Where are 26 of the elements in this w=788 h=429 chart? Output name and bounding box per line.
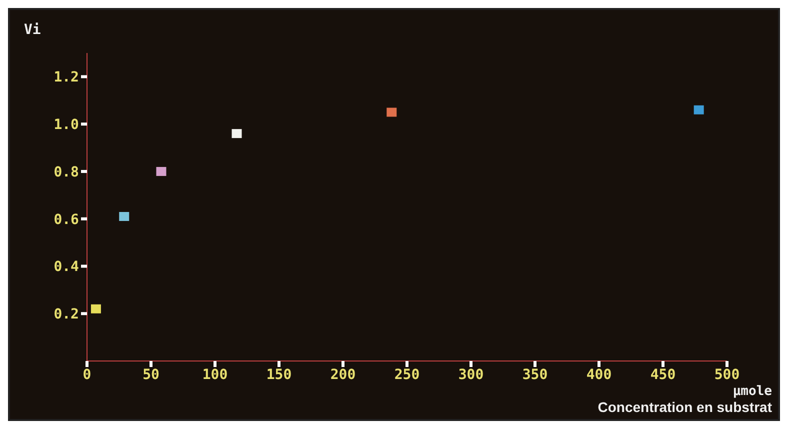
x-tick-label: 150 [266, 366, 292, 383]
point [386, 108, 397, 117]
y-tick-label: 0.8 [54, 164, 79, 180]
y-tick-label: 0.4 [54, 259, 79, 276]
x-axis-title: Concentration en substrat [598, 399, 772, 415]
point [232, 129, 242, 138]
y-tick-label: 0.6 [54, 212, 79, 228]
point [694, 105, 704, 114]
y-axis-title: Vi [24, 22, 41, 38]
x-tick-label: 400 [586, 366, 612, 383]
point [90, 304, 101, 314]
x-tick-label: 200 [330, 366, 356, 383]
x-tick-label: 450 [650, 366, 676, 383]
point [156, 166, 166, 176]
x-tick-label: 350 [522, 366, 548, 383]
x-tick-label: 300 [458, 366, 484, 383]
x-tick-label: 50 [142, 366, 160, 383]
point [119, 212, 130, 221]
y-tick-label: 1.0 [54, 117, 79, 134]
y-tick-label: 1.2 [54, 70, 79, 86]
y-tick-label: 0.2 [54, 306, 79, 323]
x-tick-label: 500 [714, 366, 740, 383]
x-tick-label: 100 [202, 366, 228, 383]
x-tick-label: 250 [394, 366, 420, 383]
text: µmole [732, 384, 772, 399]
x-tick-label: 0 [82, 366, 92, 383]
